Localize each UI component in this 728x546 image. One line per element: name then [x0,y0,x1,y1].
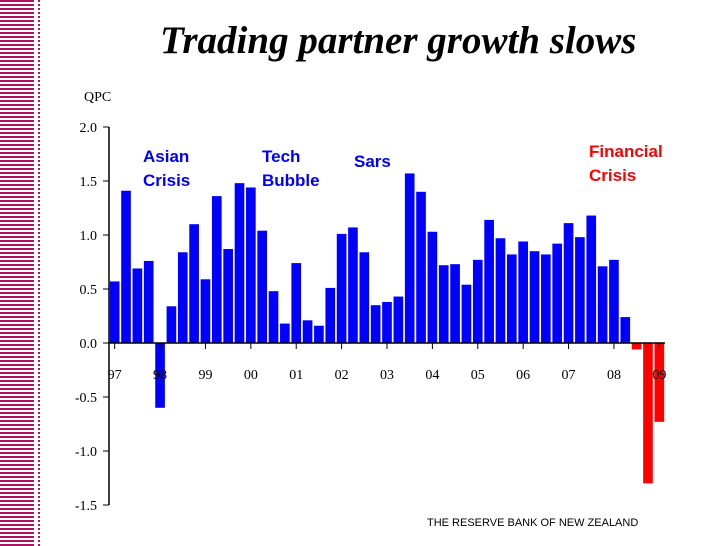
bar [552,243,563,343]
bar [325,287,336,343]
annotation-sars: Sars [354,152,391,171]
bar [597,266,608,343]
bar [529,251,540,343]
bar [643,343,653,484]
bar [177,252,188,343]
bar [631,343,642,350]
x-tick-label: 03 [380,368,394,383]
y-axis-label: QPC [84,90,111,105]
y-tick-label: 1.0 [80,229,98,244]
bar [393,296,404,343]
bar [257,230,268,343]
bar [654,343,665,422]
decorative-side-stripe [0,0,34,546]
bar [302,320,313,343]
y-tick-label: -1.0 [75,445,97,460]
x-tick-label: 01 [289,368,303,383]
bar [166,306,177,343]
x-tick-label: 05 [471,368,485,383]
x-tick-label: 09 [652,368,666,383]
bar [575,237,585,343]
y-tick-label: -0.5 [75,391,97,406]
bar [132,268,143,343]
x-tick-label: 04 [425,368,439,383]
bar [620,317,631,343]
bar [495,238,506,343]
bar [506,254,517,343]
bar [427,231,438,343]
bar [382,301,392,343]
bar [121,190,131,343]
bar [404,173,415,343]
bar [234,183,245,343]
annotation-tech-bubble: Tech Bubble [262,147,320,190]
y-tick-label: -1.5 [75,499,97,514]
x-tick-label: 07 [562,368,576,383]
x-tick-label: 98 [153,368,167,383]
bar [155,343,165,408]
bar [563,223,574,343]
decorative-side-line [38,0,40,546]
bar [336,233,347,343]
bar [586,215,597,343]
x-tick-label: 02 [335,368,349,383]
bar [609,259,619,343]
bar [472,259,483,343]
y-tick-label: 0.5 [80,283,98,298]
x-tick-label: 08 [607,368,621,383]
footer-credit: THE RESERVE BANK OF NEW ZEALAND [427,517,639,529]
bar [200,279,211,343]
x-tick-label: 97 [108,368,122,383]
y-tick-label: 0.0 [80,337,98,352]
bar [370,305,381,343]
x-tick-label: 00 [244,368,258,383]
bar [348,227,358,343]
bar [359,252,370,343]
y-tick-label: 2.0 [80,121,98,136]
bar [518,241,528,343]
bar [280,323,290,343]
bar [143,260,154,343]
annotation-asian-crisis: Asian Crisis [143,147,190,190]
bar [291,263,302,343]
bar [223,249,233,343]
bar [211,196,222,343]
bar [189,224,199,343]
y-tick-label: 1.5 [80,175,98,190]
bar [438,265,449,343]
annotation-financial-crisis: Financial Crisis [589,142,663,185]
bar [246,187,256,343]
bar [541,254,551,343]
x-tick-label: 99 [198,368,212,383]
chart-title: Trading partner growth slows [160,19,637,62]
bar [461,284,472,343]
bar [450,264,460,343]
bar [416,191,426,343]
bar [314,325,324,343]
bar [484,219,494,343]
bar [109,281,120,343]
bar [268,291,279,343]
x-tick-label: 06 [516,368,530,383]
